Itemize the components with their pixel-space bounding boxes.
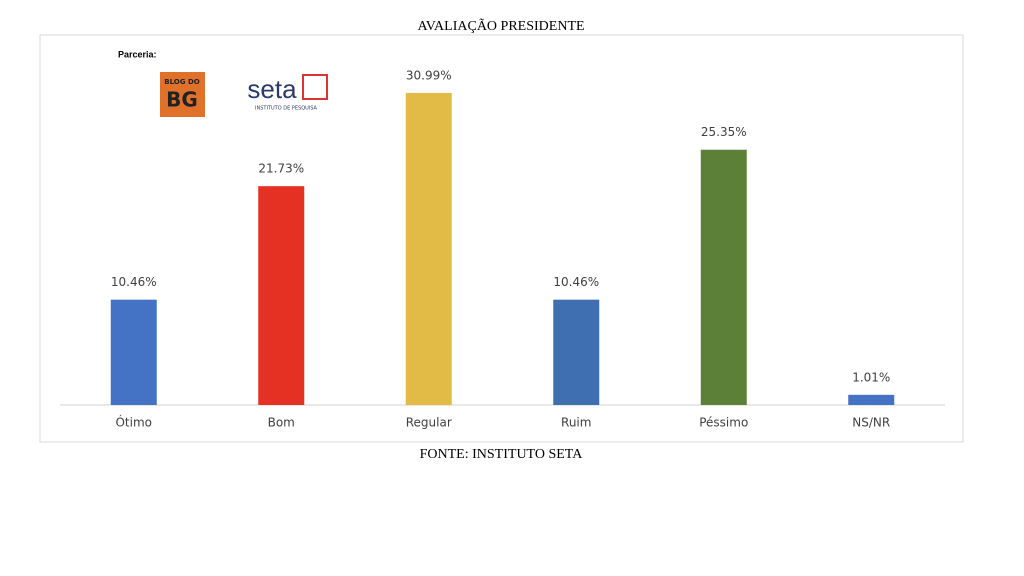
logo-box <box>160 72 205 117</box>
value-label: 10.46% <box>111 275 157 289</box>
x-tick-label: Ótimo <box>115 415 152 430</box>
logo-text: BG <box>166 88 198 112</box>
source: FONTE: INSTITUTO SETA <box>420 447 584 462</box>
x-tick-label: Regular <box>406 416 452 430</box>
bar <box>700 149 747 405</box>
logo-icon <box>302 74 328 100</box>
logo-text: seta <box>247 74 297 104</box>
bar <box>110 299 157 405</box>
bar <box>848 394 895 405</box>
logo-text: INSTITUTO DE PESQUISA <box>255 106 317 112</box>
bar <box>258 186 305 405</box>
value-label: 21.73% <box>258 162 304 176</box>
x-tick-label: NS/NR <box>852 416 890 430</box>
bar <box>553 299 600 405</box>
x-tick-label: Bom <box>268 416 295 430</box>
value-label: 10.46% <box>553 275 599 289</box>
x-tick-label: Péssimo <box>699 416 748 430</box>
x-tick-label: Ruim <box>561 416 591 430</box>
logo-text: BLOG DO <box>164 78 199 86</box>
partner-label: Parceria: <box>118 49 157 59</box>
value-label: 25.35% <box>701 125 747 139</box>
chart-title: AVALIAÇÃO PRESIDENTE <box>417 18 584 34</box>
value-label: 30.99% <box>406 68 452 82</box>
bar <box>405 92 452 406</box>
value-label: 1.01% <box>852 370 890 384</box>
